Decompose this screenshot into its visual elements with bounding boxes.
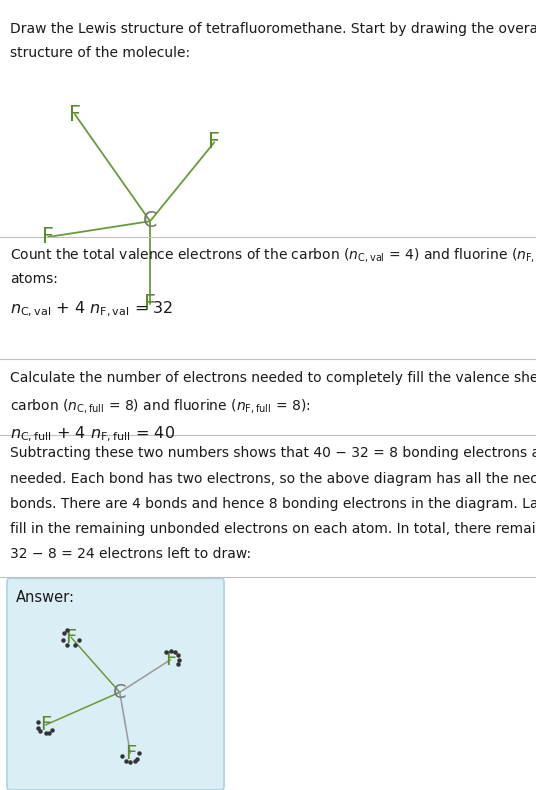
Text: F: F (209, 132, 220, 152)
Text: F: F (125, 744, 136, 763)
Text: Count the total valence electrons of the carbon ($n_{\mathregular{C,val}}$ = 4) : Count the total valence electrons of the… (10, 246, 536, 265)
Text: Answer:: Answer: (16, 590, 75, 605)
Text: C: C (113, 683, 126, 702)
Text: Subtracting these two numbers shows that 40 − 32 = 8 bonding electrons are: Subtracting these two numbers shows that… (10, 446, 536, 461)
Text: F: F (42, 227, 54, 247)
Text: carbon ($n_{\mathregular{C,full}}$ = 8) and fluorine ($n_{\mathregular{F,full}}$: carbon ($n_{\mathregular{C,full}}$ = 8) … (10, 397, 310, 415)
Text: fill in the remaining unbonded electrons on each atom. In total, there remain: fill in the remaining unbonded electrons… (10, 522, 536, 536)
Text: atoms:: atoms: (10, 272, 57, 286)
Text: F: F (69, 104, 81, 125)
Text: Draw the Lewis structure of tetrafluoromethane. Start by drawing the overall: Draw the Lewis structure of tetrafluorom… (10, 22, 536, 36)
Text: Calculate the number of electrons needed to completely fill the valence shells f: Calculate the number of electrons needed… (10, 371, 536, 386)
Text: needed. Each bond has two electrons, so the above diagram has all the necessary: needed. Each bond has two electrons, so … (10, 472, 536, 486)
Text: F: F (144, 294, 156, 314)
Text: F: F (65, 628, 77, 647)
Text: 32 − 8 = 24 electrons left to draw:: 32 − 8 = 24 electrons left to draw: (10, 547, 251, 562)
Text: $n_{\mathregular{C,full}}$ + 4 $n_{\mathregular{F,full}}$ = 40: $n_{\mathregular{C,full}}$ + 4 $n_{\math… (10, 424, 175, 444)
Text: F: F (40, 716, 51, 735)
Text: $n_{\mathregular{C,val}}$ + 4 $n_{\mathregular{F,val}}$ = 32: $n_{\mathregular{C,val}}$ + 4 $n_{\mathr… (10, 299, 173, 319)
Text: C: C (143, 211, 158, 231)
Text: F: F (165, 650, 176, 669)
Text: bonds. There are 4 bonds and hence 8 bonding electrons in the diagram. Lastly,: bonds. There are 4 bonds and hence 8 bon… (10, 497, 536, 511)
FancyBboxPatch shape (7, 578, 224, 790)
Text: structure of the molecule:: structure of the molecule: (10, 46, 190, 60)
